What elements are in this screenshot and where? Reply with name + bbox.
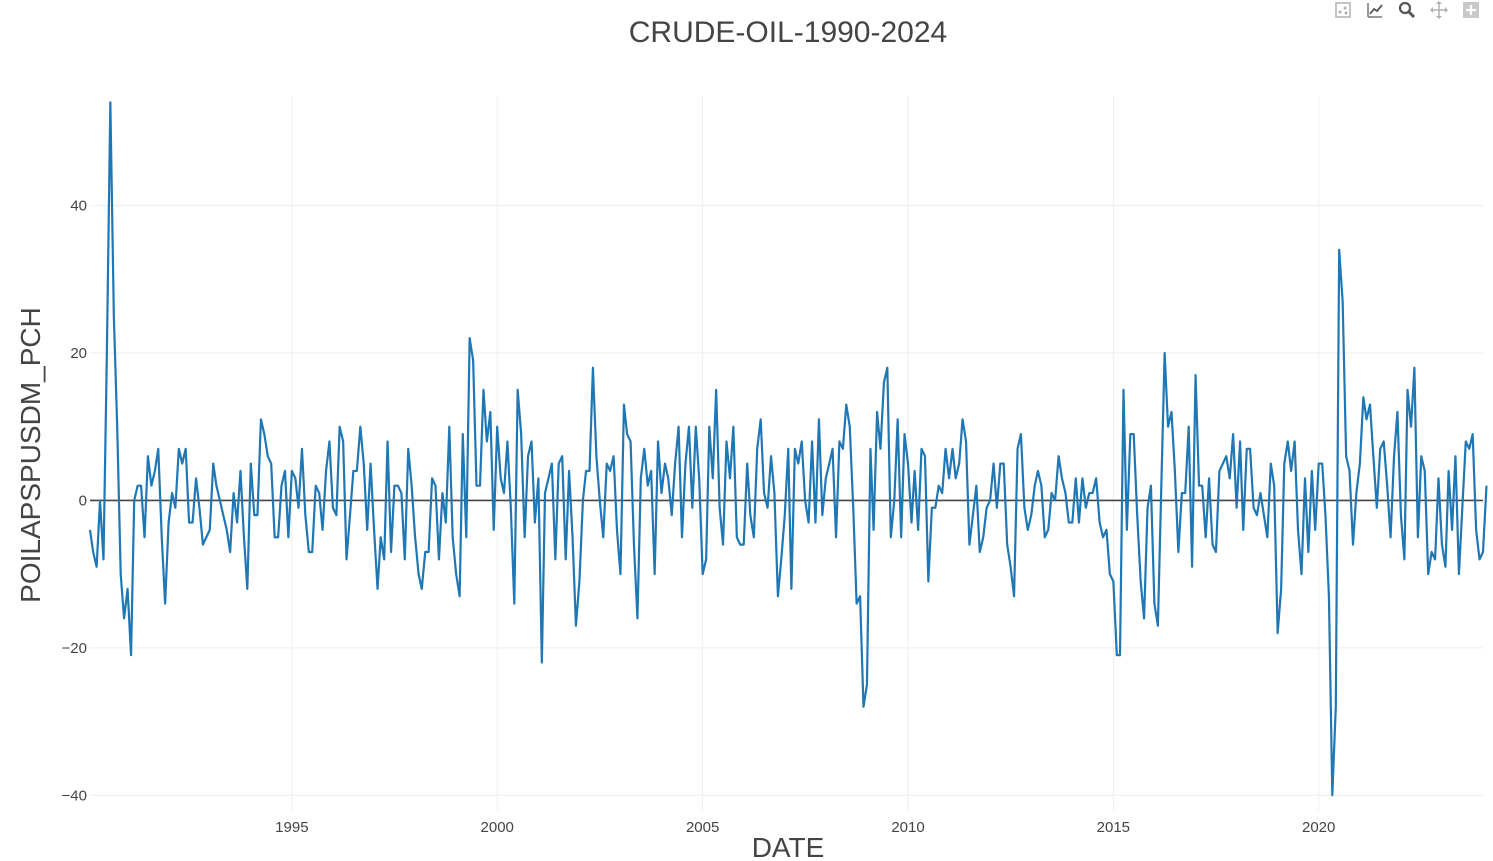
x-tick-label: 1995 bbox=[275, 819, 308, 836]
modebar bbox=[1329, 0, 1485, 20]
x-tick-label: 2005 bbox=[686, 819, 719, 836]
x-tick-labels: 1995 2000 2005 2010 2015 2020 bbox=[275, 819, 1335, 836]
chart-title: CRUDE-OIL-1990-2024 bbox=[629, 16, 947, 49]
x-tick-label: 2010 bbox=[891, 819, 924, 836]
download-plot-icon bbox=[1335, 2, 1351, 18]
zoom-in-button[interactable] bbox=[1457, 0, 1485, 20]
zoom-button[interactable] bbox=[1393, 0, 1421, 20]
x-tick-label: 2020 bbox=[1302, 819, 1335, 836]
download-plot-button[interactable] bbox=[1329, 0, 1357, 20]
line-tool-button[interactable] bbox=[1361, 0, 1389, 20]
y-tick-label: 20 bbox=[70, 345, 87, 362]
y-tick-labels: 40 20 0 −20 −40 bbox=[62, 198, 87, 805]
y-tick-label: 40 bbox=[70, 198, 87, 215]
y-axis-title: POILAPSPUSDM_PCH bbox=[15, 307, 46, 603]
zoom-icon bbox=[1398, 1, 1416, 19]
y-tick-label: 0 bbox=[79, 492, 87, 509]
y-tick-label: −40 bbox=[62, 787, 87, 804]
y-tick-label: −20 bbox=[62, 640, 87, 657]
zoom-in-icon bbox=[1463, 2, 1479, 18]
grid-lines bbox=[90, 95, 1483, 810]
x-tick-label: 2015 bbox=[1097, 819, 1130, 836]
x-axis-title: DATE bbox=[752, 832, 825, 861]
series-line bbox=[88, 101, 1488, 797]
pan-button[interactable] bbox=[1425, 0, 1453, 20]
series-layer bbox=[88, 101, 1488, 797]
line-tool-icon bbox=[1367, 3, 1383, 18]
pan-icon bbox=[1430, 1, 1448, 19]
x-tick-label: 2000 bbox=[481, 819, 514, 836]
